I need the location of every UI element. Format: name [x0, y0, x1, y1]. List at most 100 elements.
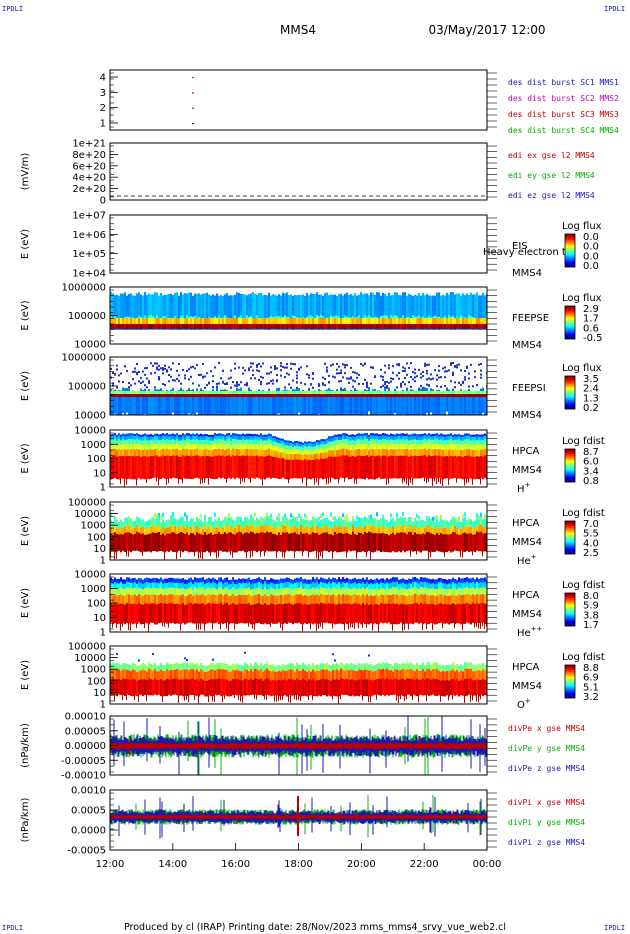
- ylabel: E (eV): [20, 300, 31, 330]
- series-divpi-c00000: [110, 811, 487, 824]
- spacecraft-label: MMS4: [512, 609, 542, 620]
- ytick-label: 1e+07: [72, 211, 106, 222]
- colorbar-tick: 3.8: [583, 610, 599, 621]
- ytick-label: 1000: [81, 440, 106, 451]
- colorbar-tick: 5.1: [583, 682, 599, 693]
- legend-entry: divPi x gse MMS4: [508, 798, 585, 807]
- legend-entry: des dist burst SC1 MMS1: [508, 78, 619, 87]
- panel-burst: 4 3 2 1 des dist burst SC1 MMS1 des dist burs…: [100, 69, 619, 135]
- colorbar-tick: 7.0: [583, 519, 599, 530]
- panel-feepsi-data: [110, 362, 487, 415]
- panel-divpi-data: [110, 794, 487, 839]
- ytick-label: 10: [93, 688, 106, 699]
- ytick-label: 0.0005: [71, 806, 106, 817]
- instrument-label: EIS: [512, 241, 528, 252]
- colorbar-tick: 2.9: [583, 304, 599, 315]
- species-label: He+: [517, 553, 537, 567]
- colorbar: [564, 305, 576, 340]
- ytick-label: 6e+20: [72, 161, 106, 172]
- panel-divpe-data: [110, 716, 487, 775]
- ytick-label: 2e+20: [72, 184, 106, 195]
- legend-entry: edi ey gse l2 MMS4: [508, 171, 595, 180]
- ytick-label: 1000000: [61, 283, 106, 294]
- xtick-label: 20:00: [347, 859, 376, 870]
- species-label: H+: [517, 481, 531, 495]
- colorbar-title: Log fdist: [562, 436, 605, 447]
- legend-entry: divPe x gse MMS4: [508, 724, 585, 733]
- panel-eis-frame: [109, 214, 488, 274]
- colorbar-tick: 3.2: [583, 692, 599, 703]
- panel-feepse-data: [110, 292, 487, 330]
- ytick-label: 0.00010: [65, 712, 106, 723]
- ylabel: E (eV): [20, 371, 31, 401]
- ytick-label: 3: [100, 88, 106, 99]
- corner-label-br: IPDLI: [604, 924, 626, 932]
- colorbar-tick: 0.6: [583, 323, 599, 334]
- ytick-label: 100: [87, 599, 106, 610]
- panel-hpca_he-data: [110, 512, 487, 560]
- colorbar-tick: 5.5: [583, 529, 599, 540]
- ytick-label: 10000: [74, 653, 106, 664]
- colorbar: [564, 233, 576, 268]
- ylabel: E (eV): [20, 588, 31, 618]
- colorbar: [564, 520, 576, 555]
- ylabel: E (eV): [20, 229, 31, 259]
- ytick-label: -0.00010: [61, 771, 106, 782]
- ytick-label: 0.00000: [65, 741, 106, 752]
- ytick-label: 100000: [68, 642, 106, 653]
- ytick-label: 100000: [68, 382, 106, 393]
- ytick-label: 1e+04: [72, 269, 106, 280]
- spacecraft-title: MMS4: [280, 23, 316, 37]
- colorbar-tick: -0.5: [583, 333, 603, 344]
- ytick-label: 0.0010: [71, 786, 106, 797]
- panel-hpca_he-frame: [109, 501, 488, 561]
- colorbar-tick: 0.8: [583, 476, 599, 487]
- ytick-label: 1000: [81, 521, 106, 532]
- ytick-label: 10: [93, 613, 106, 624]
- time-axis: 12:00 14:00 16:00 18:00 20:00 22:00 00:00: [96, 843, 502, 870]
- ytick-label: 0.00005: [65, 726, 106, 737]
- legend-entry: des dist burst SC3 MMS3: [508, 110, 619, 119]
- colorbar-tick: 8.8: [583, 663, 599, 674]
- legend-entry: divPi y gse MMS4: [508, 818, 585, 827]
- instrument-label: FEEPSE: [512, 313, 549, 324]
- colorbar-tick: 8.0: [583, 591, 599, 602]
- spacecraft-label: MMS4: [512, 681, 542, 692]
- colorbar-tick: 0.0: [583, 261, 599, 272]
- xtick-label: 00:00: [473, 859, 502, 870]
- colorbar-tick: 6.9: [583, 673, 599, 684]
- panel-eis: 1e+07 1e+06 1e+05 1e+04 E (eV) EIS MMS4 Heavy e…: [20, 211, 602, 280]
- burst-mark: [192, 77, 194, 79]
- ytick-label: 100000: [68, 311, 106, 322]
- colorbar-tick: 0.0: [583, 242, 599, 253]
- ytick-label: 1000: [81, 665, 106, 676]
- ytick-label: 100: [87, 454, 106, 465]
- species-label: O+: [517, 697, 531, 711]
- spacecraft-label: MMS4: [512, 268, 542, 279]
- species-label: He++: [517, 625, 543, 639]
- panel-hpca_hepp: 10000 1000 100 10 1 E (eV) HPCA MMS4 He++ Log fdi…: [20, 570, 605, 640]
- instrument-label: HPCA: [512, 662, 540, 673]
- panel-burst-frame: [109, 69, 488, 131]
- xtick-label: 14:00: [158, 859, 187, 870]
- ylabel: (mV/m): [20, 153, 31, 191]
- corner-label-tr: IPDLI: [604, 5, 626, 13]
- ytick-label: 0.0000: [71, 826, 106, 837]
- legend-entry: des dist burst SC2 MMS2: [508, 94, 619, 103]
- colorbar-title: Log fdist: [562, 652, 605, 663]
- ytick-label: 1: [100, 556, 106, 567]
- colorbar-tick: 1.7: [583, 314, 599, 325]
- ytick-label: 10000: [74, 426, 106, 437]
- colorbar-tick: 1.3: [583, 393, 599, 404]
- burst-mark: [192, 107, 194, 109]
- ytick-label: 1: [100, 483, 106, 494]
- legend-entry: divPi z gse MMS4: [508, 838, 585, 847]
- panel-divpi: 0.0010 0.0005 0.0000 -0.0005 (nPa/km) divPi x…: [20, 786, 585, 857]
- ytick-label: 0: [100, 196, 106, 207]
- ytick-label: 1e+21: [72, 139, 106, 150]
- burst-mark: [192, 92, 194, 94]
